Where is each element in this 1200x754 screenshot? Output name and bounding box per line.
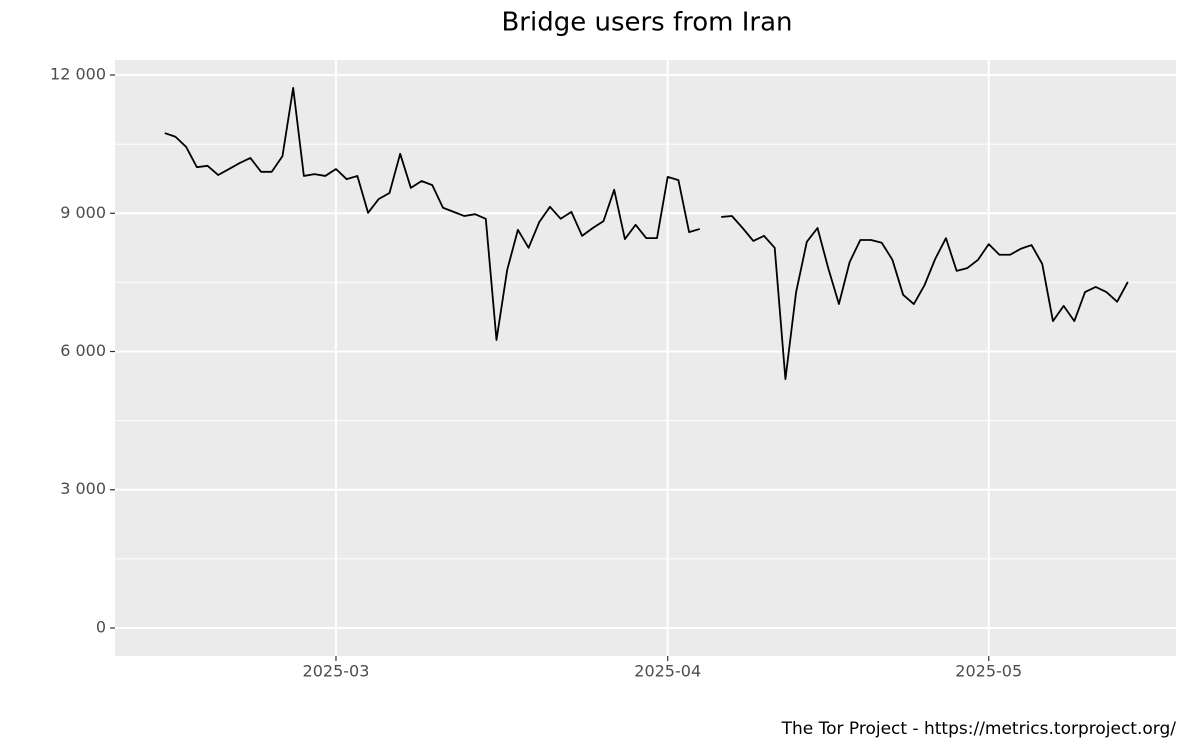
grid bbox=[115, 60, 1176, 656]
panel bbox=[115, 60, 1176, 656]
y-tick-label: 6 000 bbox=[60, 341, 106, 360]
y-tick-label: 9 000 bbox=[60, 203, 106, 222]
chart-title: Bridge users from Iran bbox=[501, 8, 792, 38]
caption: The Tor Project - https://metrics.torpro… bbox=[781, 719, 1177, 739]
y-tick-label: 3 000 bbox=[60, 479, 106, 498]
x-tick-label: 2025-05 bbox=[955, 662, 1022, 681]
y-tick-label: 0 bbox=[96, 617, 106, 636]
plot bbox=[164, 87, 1129, 381]
y-tick-label: 12 000 bbox=[50, 65, 106, 84]
x-tick-label: 2025-03 bbox=[303, 662, 370, 681]
data-line bbox=[164, 87, 1129, 381]
x-tick-label: 2025-04 bbox=[634, 662, 701, 681]
